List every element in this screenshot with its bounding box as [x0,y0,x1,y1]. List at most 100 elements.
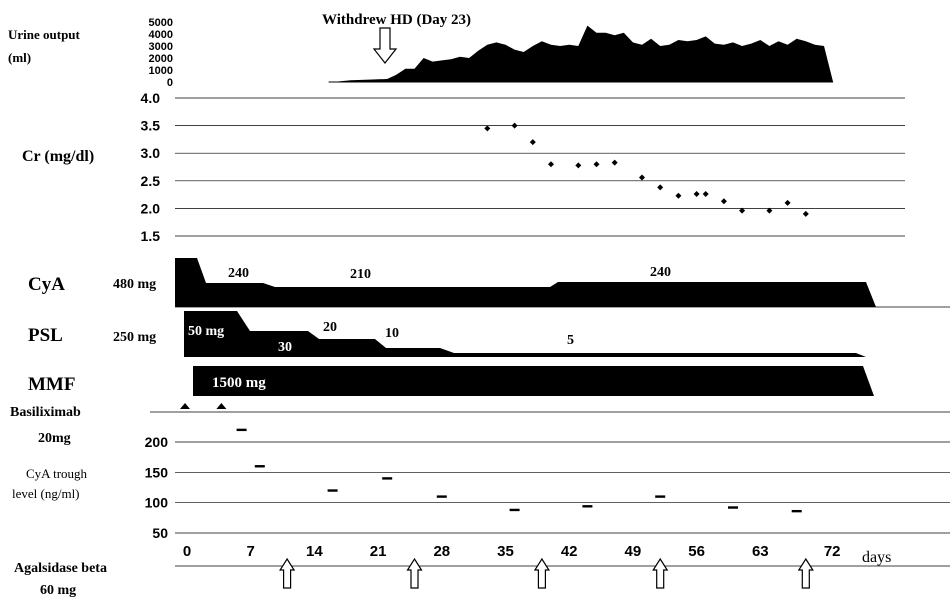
cya-trough-label: CyA trough [26,466,88,481]
day-tick-label: 72 [824,543,841,560]
urine-tick-label: 0 [167,77,173,89]
creatinine-panel: Cr (mg/dl) 4.0 3.5 3.0 2.5 2.0 1.5 [22,90,905,244]
creatinine-point [593,161,600,168]
creatinine-tick-label: 1.5 [141,228,161,244]
day-tick-label: 7 [247,543,255,560]
day-tick-label: 14 [306,543,323,560]
psl-dose-10: 10 [385,326,399,341]
day-tick-label: 42 [561,543,578,560]
cya-dose-240-second: 240 [650,265,671,280]
agalsidase-label: Agalsidase beta [14,561,107,576]
creatinine-label: Cr (mg/dl) [22,148,94,165]
creatinine-point [702,191,709,198]
creatinine-point [611,159,618,166]
creatinine-point [484,125,491,132]
agalsidase-dose-arrow [406,557,423,589]
basiliximab-markers [180,403,227,409]
creatinine-point [575,162,582,169]
psl-dose-50mg: 50 mg [188,324,224,339]
cya-trough-point [791,509,802,513]
urine-tick-label: 5000 [149,17,173,29]
creatinine-point [529,139,536,146]
cya-trough-point [655,495,666,498]
creatinine-tick-label: 4.0 [141,90,161,106]
psl-dose-20: 20 [323,320,337,335]
cya-trough-tick-label: 150 [145,464,169,480]
creatinine-point [639,174,645,181]
mmf-dose-band [193,366,874,396]
urine-tick-label: 3000 [149,41,173,53]
mmf-dose-label: 1500 mg [212,375,266,391]
days-axis-label: days [862,549,891,566]
cya-trough-tick-label: 50 [152,525,168,541]
creatinine-tick-label: 2.5 [141,173,161,189]
mmf-label: MMF [28,374,75,395]
cya-trough-tick-label: 100 [145,495,169,511]
psl-dose-band [184,311,866,357]
mmf-panel: MMF 1500 mg [28,366,874,396]
creatinine-tick-label: 3.0 [141,145,161,161]
day-tick-label: 35 [497,543,514,560]
agalsidase-dose-arrow [279,557,296,589]
psl-panel: PSL 250 mg 50 mg 30 20 10 5 [28,311,866,357]
urine-tick-label: 4000 [149,29,173,41]
basiliximab-panel: Basiliximab [10,403,950,420]
cya-dose-band [175,258,876,307]
creatinine-point [739,207,746,214]
creatinine-point [802,210,809,217]
day-tick-labels: 0 7 14 21 28 35 42 49 56 63 72 [183,543,841,560]
creatinine-point [766,207,773,214]
agalsidase-panel: Agalsidase beta 60 mg [14,557,950,598]
creatinine-tick-label: 2.0 [141,200,161,216]
cya-trough-point [236,428,247,432]
cya-trough-point [436,495,447,498]
creatinine-grid: 4.0 3.5 3.0 2.5 2.0 1.5 [141,90,905,244]
cya-trough-point [582,505,593,508]
urine-tick-label: 1000 [149,65,173,77]
psl-dose-30: 30 [278,340,292,355]
day-tick-label: 63 [752,543,769,560]
urine-output-area [332,25,834,83]
creatinine-tick-label: 3.5 [141,118,161,134]
creatinine-point [784,199,791,206]
day-tick-label: 49 [625,543,642,560]
cya-trough-tick-label: 200 [145,434,169,450]
withdrew-hd-arrow [372,27,398,64]
basiliximab-label: Basiliximab [10,405,81,420]
creatinine-point [720,198,727,205]
day-tick-label: 21 [370,543,387,560]
psl-dose-5: 5 [567,333,574,348]
day-tick-label: 56 [688,543,705,560]
agalsidase-dose-arrow [797,557,814,589]
urine-output-panel: Urine output (ml) 500040003000200010000 … [8,12,834,89]
day-tick-label: 0 [183,543,191,560]
creatinine-point [511,122,518,129]
urine-output-label: Urine output [8,27,81,42]
psl-initial-dose: 250 mg [113,330,156,345]
cya-trough-point [382,477,393,480]
agalsidase-dose-arrow [533,557,550,589]
cya-trough-grid: 200 150 100 50 [145,434,950,541]
cya-dose-210: 210 [350,267,371,282]
creatinine-point [675,192,682,199]
urine-output-unit: (ml) [8,50,31,65]
cya-trough-point [327,489,338,492]
basiliximab-dose-marker [180,403,190,409]
cya-trough-unit: level (ng/ml) [12,486,80,501]
cya-trough-point [254,465,265,468]
cya-initial-dose: 480 mg [113,277,156,292]
cya-label: CyA [28,274,65,295]
cya-dose-240-first: 240 [228,266,249,281]
cya-trough-panel: 20mg CyA trough level (ng/ml) 200 150 100 5… [12,428,950,541]
basiliximab-dose-label: 20mg [38,431,71,446]
day-tick-label: 28 [433,543,450,560]
creatinine-point [548,161,554,168]
creatinine-point [693,191,700,198]
cya-trough-point [509,508,520,512]
urine-tick-label: 2000 [149,53,173,65]
cya-panel: CyA 480 mg 240 210 240 [28,258,950,308]
creatinine-point [657,184,664,191]
psl-label: PSL [28,325,63,346]
cya-trough-point [728,506,738,509]
